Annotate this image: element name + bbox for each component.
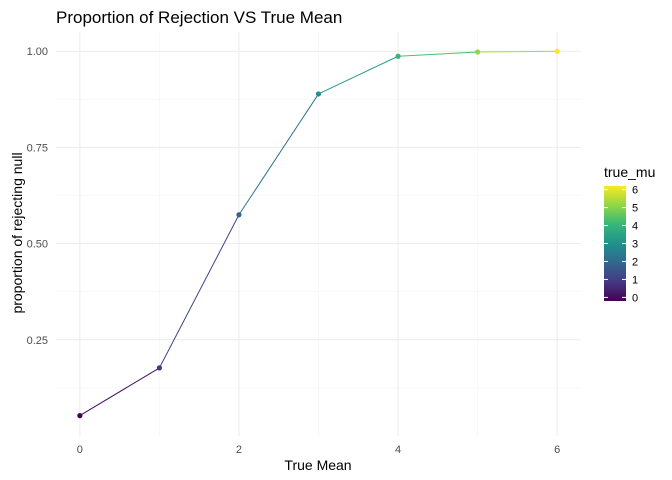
- legend-title: true_mu: [604, 164, 655, 180]
- legend-colorbar: [604, 186, 626, 301]
- data-point: [474, 49, 481, 55]
- legend-tick-label: 5: [632, 203, 638, 215]
- x-tick-label: 4: [395, 444, 401, 456]
- color-legend: true_mu 0 1 2 3 4 5 6: [604, 164, 655, 304]
- line-segment: [397, 51, 479, 57]
- legend-tick-label: 6: [632, 185, 638, 197]
- y-tick-label: 1.00: [27, 46, 48, 58]
- legend-tick-label: 1: [632, 274, 638, 286]
- legend-tick-label: 4: [632, 221, 638, 233]
- data-point: [554, 48, 560, 54]
- ticks: 0 2 4 6 0.25 0.50 0.75 1.00: [27, 46, 561, 456]
- data-point: [395, 53, 401, 59]
- y-axis-title: proportion of rejecting null: [9, 152, 25, 313]
- data-point: [156, 365, 163, 371]
- grid: [56, 32, 581, 436]
- legend-tick-label: 0: [632, 292, 638, 304]
- x-axis-title: True Mean: [284, 457, 351, 473]
- line-segment: [477, 50, 558, 53]
- data-point: [236, 212, 242, 218]
- legend-tick-label: 2: [632, 256, 638, 268]
- y-tick-label: 0.25: [27, 335, 48, 347]
- y-tick-label: 0.75: [27, 142, 48, 154]
- line-segment: [318, 55, 399, 95]
- chart-title: Proportion of Rejection VS True Mean: [56, 8, 342, 27]
- line-segment: [158, 214, 240, 369]
- legend-tick-label: 3: [632, 239, 638, 251]
- y-tick-label: 0.50: [27, 239, 48, 251]
- data-point: [315, 91, 322, 97]
- line-segment: [238, 93, 319, 216]
- x-tick-label: 6: [554, 444, 560, 456]
- data-point: [77, 413, 83, 419]
- x-tick-label: 2: [236, 444, 242, 456]
- series: [77, 48, 560, 419]
- x-tick-label: 0: [77, 444, 83, 456]
- line-segment: [79, 367, 160, 417]
